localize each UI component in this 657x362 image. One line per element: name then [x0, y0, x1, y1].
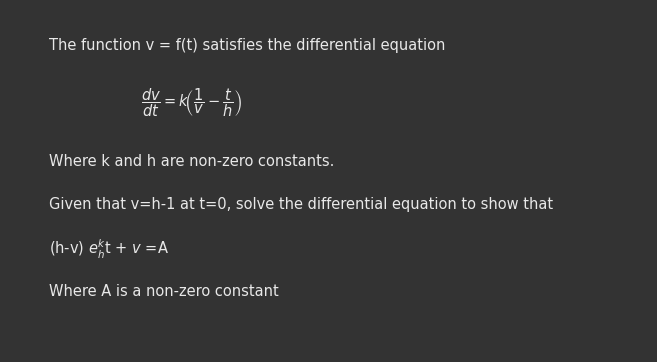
- Text: Where k and h are non-zero constants.: Where k and h are non-zero constants.: [49, 153, 334, 169]
- Text: The function v = f(t) satisfies the differential equation: The function v = f(t) satisfies the diff…: [49, 38, 445, 53]
- Text: $\dfrac{dv}{dt} = k\!\left(\dfrac{1}{v} - \dfrac{t}{h}\right)$: $\dfrac{dv}{dt} = k\!\left(\dfrac{1}{v} …: [141, 87, 242, 119]
- Text: Given that v=h-1 at t=0, solve the differential equation to show that: Given that v=h-1 at t=0, solve the diffe…: [49, 197, 553, 212]
- Text: (h-v) $e_{h}^{k}$t + $v$ =A: (h-v) $e_{h}^{k}$t + $v$ =A: [49, 238, 170, 261]
- Text: Where A is a non-zero constant: Where A is a non-zero constant: [49, 284, 279, 299]
